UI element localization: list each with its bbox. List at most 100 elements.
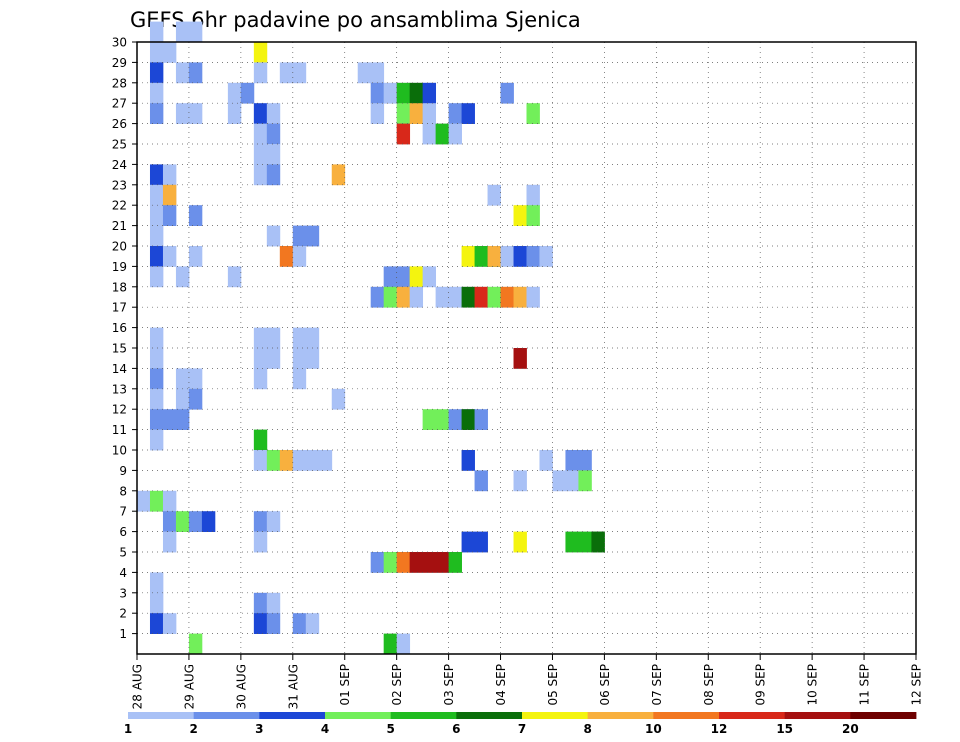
y-tick-label: 30 [112,36,127,50]
x-tick-label: 12 SEP [910,664,924,706]
heatmap-cell [370,552,385,573]
y-tick-label: 25 [112,138,127,152]
heatmap-cell [201,511,216,532]
heatmap-cell [318,450,333,471]
heatmap-cell [175,388,190,410]
heatmap-cell [513,246,527,267]
heatmap-cell [149,246,164,267]
colorbar-swatch [587,712,654,719]
heatmap-cell [396,123,411,145]
heatmap-cell [266,144,281,165]
colorbar-label: 6 [452,722,460,736]
colorbar-swatch [193,712,260,719]
heatmap-cell [162,184,177,206]
heatmap-cell [188,633,203,655]
y-tick-label: 7 [119,505,127,519]
heatmap-cell [149,103,164,124]
heatmap-cell [266,613,281,634]
y-tick-label: 5 [119,546,127,560]
y-tick-label: 15 [112,342,127,356]
heatmap-cell [253,123,268,145]
y-tick-label: 1 [119,627,127,641]
heatmap-cell [188,246,203,267]
y-tick-label: 22 [112,199,127,213]
heatmap-cell [162,531,177,553]
heatmap-cell [409,286,424,308]
heatmap-cell [396,286,411,308]
heatmap-cell [240,82,255,104]
grid-lines [137,42,916,654]
heatmap-cell [175,103,203,124]
y-tick-label: 11 [112,423,127,437]
heatmap-cell [149,388,164,410]
heatmap-cell [149,266,164,288]
heatmap-cell [292,327,320,349]
y-tick-label: 8 [119,484,127,498]
heatmap-cell [422,266,437,288]
heatmap-cell [175,368,203,390]
heatmap-cell [149,429,164,451]
heatmap-cell [253,531,268,553]
heatmap-cell [253,368,268,390]
heatmap-cell [578,470,592,492]
colorbar-label: 10 [645,722,662,736]
heatmap-cell [513,470,527,492]
colorbar-swatch [653,712,720,719]
heatmap-cell [188,388,203,410]
heatmap-cell [526,286,540,308]
colorbar-label: 2 [189,722,197,736]
y-tick-label: 23 [112,178,127,192]
heatmap-cell [253,450,268,471]
heatmap-cell [162,613,177,634]
heatmap-cell [149,490,164,512]
colorbar-label: 12 [711,722,728,736]
x-tick-label: 31 AUG [286,664,300,709]
heatmap-cell [513,286,527,308]
heatmap-cell [253,42,268,63]
heatmap-cell [383,552,398,573]
colorbar-swatch [522,712,589,719]
heatmap-cell [409,82,424,104]
colorbar-legend: 1 2 3 4 5 6 7 8 10 12 15 20 [124,712,917,736]
heatmap-cell [487,246,501,267]
x-tick-label: 30 AUG [234,664,248,709]
colorbar-swatch [128,712,195,719]
heatmap-cell [149,348,164,369]
heatmap-cell [500,286,514,308]
heatmap-cell [513,348,527,369]
heatmap-cell [409,103,424,124]
heatmap-cell [461,286,475,308]
heatmap-cell [448,552,462,573]
heatmap-cell [253,62,268,84]
x-tick-label: 10 SEP [806,664,820,706]
heatmap-cell [266,123,281,145]
y-tick-label: 3 [119,586,127,600]
y-tick-label: 21 [112,219,127,233]
heatmap-cell [292,246,307,267]
heatmap-cell [409,266,424,288]
x-tick-label: 03 SEP [442,664,456,706]
heatmap-cell [175,62,190,84]
heatmap-cell [149,327,164,349]
heatmap-cell [513,531,527,553]
heatmap-cell [357,62,385,84]
heatmap-cell [539,450,553,471]
heatmap-cell [500,82,514,104]
heatmap-cell [149,225,164,247]
heatmap-cell [266,103,281,124]
heatmap-cell [305,613,320,634]
heatmap-cell [383,266,411,288]
x-tick-label: 09 SEP [754,664,768,706]
y-tick-label: 20 [112,240,127,254]
heatmap-cell [513,205,527,226]
heatmap-cell [292,225,320,247]
x-tick-label: 08 SEP [702,664,716,706]
heatmap-cell [396,82,411,104]
colorbar-label: 3 [255,722,263,736]
heatmap-cell [383,82,398,104]
y-tick-label: 26 [112,117,127,131]
x-tick-label: 11 SEP [858,664,872,706]
heatmap-cell [435,123,449,145]
heatmap-cell [253,327,281,349]
heatmap-cell [409,552,449,573]
